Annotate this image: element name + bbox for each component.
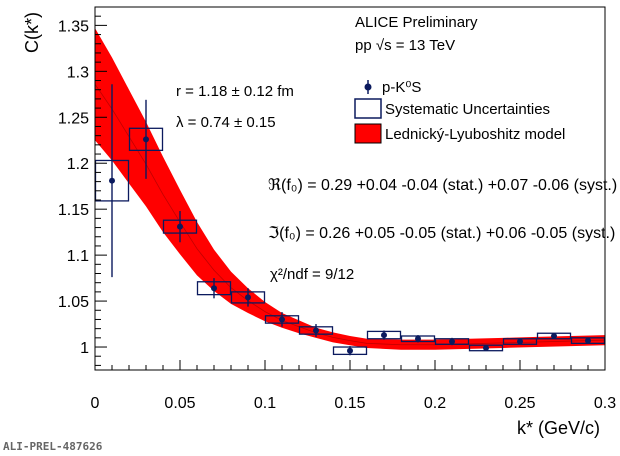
radius-label: r = 1.18 ± 0.12 fm — [176, 83, 294, 100]
y-tick-label: 1.25 — [58, 110, 89, 127]
re-f0-label: ℜ(f₀) = 0.29 +0.04 -0.04 (stat.) +0.07 -… — [268, 177, 620, 194]
x-tick-label: 0 — [91, 395, 100, 412]
legend-syst-label: Systematic Uncertainties — [385, 101, 550, 118]
legend-data-marker — [364, 83, 372, 91]
data-point — [143, 136, 149, 143]
data-point-layer — [109, 84, 591, 356]
x-tick-label: 0.15 — [334, 395, 365, 412]
model-band — [95, 28, 605, 350]
y-tick-label: 1.05 — [58, 294, 89, 311]
data-point — [177, 223, 183, 230]
data-point — [211, 285, 217, 292]
data-point — [109, 177, 115, 184]
legend: p-K⁰S Systematic Uncertainties Lednický-… — [354, 79, 565, 144]
data-point — [449, 338, 455, 345]
legend-syst-swatch — [354, 98, 382, 119]
x-tick-label: 0.3 — [594, 395, 616, 412]
x-tick-label: 0.25 — [504, 395, 535, 412]
x-tick-label: 0.1 — [254, 395, 276, 412]
data-point — [517, 338, 523, 345]
y-axis-title: C(k*) — [22, 12, 42, 53]
x-tick-label: 0.2 — [424, 395, 446, 412]
y-tick-label: 1 — [80, 340, 89, 357]
system-label: pp √s = 13 TeV — [355, 37, 455, 54]
legend-entry-syst: Systematic Uncertainties — [354, 98, 550, 119]
x-tick-label: 0.05 — [164, 395, 195, 412]
experiment-label: ALICE Preliminary — [355, 14, 478, 31]
tick-label-layer: 0 0.05 0.1 0.15 0.2 0.25 0.3 1 1.05 1.1 1.15 1.2 1.2… — [58, 18, 616, 412]
data-point — [347, 347, 353, 354]
tick-layer — [94, 15, 606, 370]
data-point — [313, 327, 319, 334]
y-tick-label: 1.3 — [67, 64, 89, 81]
legend-data-label: p-K⁰S — [382, 79, 421, 96]
lambda-label: λ = 0.74 ± 0.15 — [176, 114, 276, 131]
data-point — [381, 332, 387, 339]
data-point — [415, 335, 421, 342]
footer-label: ALI-PREL-487626 — [3, 440, 103, 453]
data-point — [551, 332, 557, 339]
y-tick-label: 1.2 — [67, 156, 89, 173]
legend-model-label: Lednický-Lyuboshitz model — [385, 126, 565, 143]
legend-model-swatch — [354, 123, 382, 144]
chi2-label: χ²/ndf = 9/12 — [270, 266, 354, 283]
x-axis-title: k* (GeV/c) — [517, 418, 600, 438]
im-f0-label: ℑ(f₀) = 0.26 +0.05 -0.05 (stat.) +0.06 -… — [268, 225, 620, 242]
y-tick-label: 1.1 — [67, 248, 89, 265]
data-point — [279, 316, 285, 323]
data-point — [245, 294, 251, 301]
y-tick-label: 1.15 — [58, 202, 89, 219]
data-point — [585, 337, 591, 344]
legend-entry-model: Lednický-Lyuboshitz model — [354, 123, 565, 144]
y-tick-label: 1.35 — [58, 18, 89, 35]
legend-entry-data: p-K⁰S — [364, 79, 421, 96]
data-point — [483, 344, 489, 351]
